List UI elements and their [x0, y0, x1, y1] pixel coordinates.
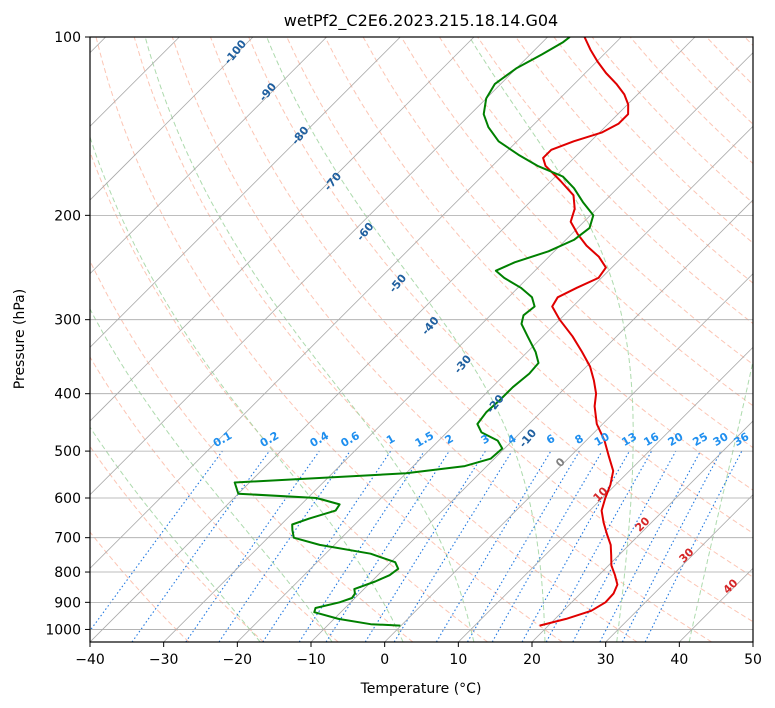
mixing-ratio-line [325, 450, 450, 642]
x-tick-label: −40 [75, 652, 105, 668]
dry-adiabat-line [210, 37, 753, 623]
profile-lines [233, 37, 630, 627]
dewpoint-line [233, 37, 595, 627]
plot-area [90, 37, 753, 642]
x-axis-label: Temperature (°C) [360, 681, 482, 697]
isotherm-line [163, 52, 753, 642]
mixing-ratio-line [545, 450, 653, 642]
x-tick-label: −10 [296, 652, 326, 668]
moist-adiabat-line [688, 358, 753, 642]
mixing-ratio-line [262, 450, 392, 642]
mixing-ratio-line [185, 450, 320, 642]
y-tick-label: 300 [54, 313, 81, 329]
y-tick-label: 100 [54, 30, 81, 46]
y-tick-label: 900 [54, 595, 81, 611]
moist-adiabat-line [90, 426, 261, 642]
moist-adiabat-line [144, 37, 475, 642]
axis-ticks: −40 −30 −20 −10 0 10 20 30 40 50 100 200 300 400 500 60… [45, 30, 762, 668]
isotherm-line [90, 37, 327, 275]
dry-adiabat-line [248, 37, 753, 578]
dry-adiabat-line [324, 37, 753, 491]
y-tick-label: 600 [54, 491, 81, 507]
isotherm-line [237, 125, 753, 642]
dry-adiabat-line [90, 445, 264, 642]
y-axis-label: Pressure (hPa) [12, 289, 28, 389]
x-tick-label: 0 [380, 652, 389, 668]
y-tick-label: 700 [54, 531, 81, 547]
moist-adiabat-line [90, 308, 333, 642]
isotherm-line [310, 199, 753, 642]
mixing-ratio-line [644, 450, 743, 642]
isotherm-line [384, 273, 753, 642]
isotherm-line [90, 37, 622, 569]
x-tick-label: 30 [597, 652, 615, 668]
dry-adiabat-line [438, 37, 753, 366]
mixing-ratio-line [298, 450, 425, 642]
moist-adiabat-line [90, 135, 404, 642]
dry-adiabat-line [95, 37, 563, 642]
x-tick-label: −30 [149, 652, 179, 668]
isotherm-line [458, 346, 753, 642]
x-tick-label: 20 [523, 652, 541, 668]
isotherm-line [90, 37, 696, 642]
mixing-ratio-line [90, 450, 223, 632]
y-tick-label: 400 [54, 387, 81, 403]
plot-frame [89, 36, 754, 643]
mixing-ratio-line [131, 450, 270, 642]
isotherm-line [90, 37, 475, 422]
background-lines [90, 37, 753, 642]
x-tick-label: 50 [744, 652, 762, 668]
y-tick-label: 500 [54, 444, 81, 460]
x-tick-label: 10 [449, 652, 467, 668]
chart-title: wetPf2_C2E6.2023.215.18.14.G04 [284, 11, 558, 31]
isotherm-line [90, 37, 401, 348]
x-tick-label: −20 [223, 652, 253, 668]
dry-adiabat-line [90, 150, 488, 642]
isotherm-line [605, 494, 753, 642]
y-tick-label: 200 [54, 208, 81, 224]
dry-adiabat-line [90, 356, 339, 642]
mixing-ratio-line [218, 450, 351, 642]
mixing-ratio-line [572, 450, 677, 642]
y-tick-label: 1000 [45, 622, 81, 638]
dry-adiabat-line [90, 531, 190, 642]
dry-adiabat-line [133, 37, 638, 642]
mixing-ratio-line [521, 450, 630, 642]
isotherm-line [531, 420, 753, 642]
isotherm-line [90, 37, 254, 201]
mixing-ratio-line [393, 450, 513, 642]
x-tick-label: 40 [670, 652, 688, 668]
dry-adiabat-line [515, 37, 753, 284]
dry-adiabat-line [171, 37, 712, 642]
isotherm-line [90, 37, 548, 496]
dry-adiabat-line [400, 37, 753, 407]
temperature-line [539, 37, 630, 627]
moist-adiabat-line [266, 37, 546, 642]
y-tick-label: 800 [54, 565, 81, 581]
